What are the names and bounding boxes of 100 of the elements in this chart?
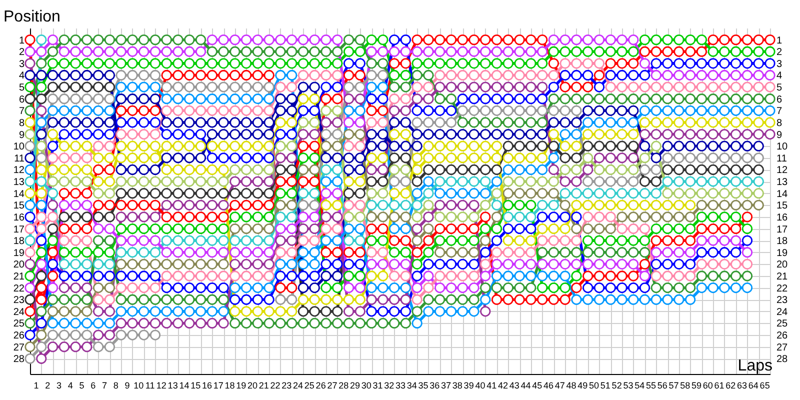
point (218, 128, 229, 140)
point (275, 235, 286, 246)
point (116, 140, 126, 152)
x-tick-label: 45 (532, 380, 542, 390)
point (298, 294, 309, 305)
x-tick-label: 51 (600, 380, 610, 390)
y2-tick-label: 7 (776, 106, 782, 118)
y2-tick-label: 8 (776, 118, 782, 129)
point (116, 164, 126, 176)
x-tick-label: 22 (270, 380, 280, 390)
point (150, 318, 161, 329)
point (93, 342, 104, 352)
point (674, 200, 684, 210)
y2-tick-label: 25 (776, 318, 788, 330)
point (195, 152, 206, 164)
y2-tick-label: 15 (776, 200, 788, 212)
point (252, 258, 263, 270)
point (286, 235, 298, 246)
point (104, 176, 115, 187)
x-tick-label: 1 (34, 380, 39, 390)
x-tick-label: 46 (543, 380, 554, 390)
point (36, 342, 47, 352)
point (354, 306, 366, 317)
y2-tick-label: 3 (776, 58, 782, 70)
point (127, 330, 138, 340)
x-tick-label: 55 (646, 380, 656, 390)
point (571, 200, 582, 210)
x-tick-label: 14 (179, 380, 190, 390)
point (206, 128, 218, 140)
point (195, 318, 206, 329)
point (605, 200, 616, 210)
point (184, 318, 195, 329)
point (264, 258, 274, 270)
x-tick-label: 41 (486, 380, 497, 390)
y2-tick-label: 20 (776, 260, 788, 271)
point (389, 140, 400, 152)
point (116, 318, 126, 329)
point (150, 330, 161, 340)
point (275, 105, 286, 116)
point (389, 294, 400, 305)
y-tick-label: 15 (13, 200, 25, 212)
x-tick-label: 11 (145, 380, 155, 390)
x-tick-label: 64 (748, 380, 758, 390)
point (264, 306, 274, 317)
x-tick-label: 32 (384, 380, 394, 390)
point (423, 140, 434, 152)
point (457, 140, 468, 152)
point (514, 235, 525, 246)
point (58, 164, 70, 176)
x-tick-label: 18 (224, 380, 235, 390)
point (36, 70, 47, 81)
point (457, 200, 468, 210)
x-tick-label: 56 (657, 380, 668, 390)
point (378, 128, 388, 140)
x-tick-label: 2 (45, 380, 50, 390)
x-tick-label: 8 (113, 380, 118, 390)
y-tick-label: 10 (13, 142, 25, 153)
point (446, 200, 457, 210)
y-tick-label: 28 (13, 354, 25, 366)
point (58, 82, 70, 92)
x-tick-label: 37 (441, 380, 452, 390)
y2-tick-label: 16 (776, 212, 788, 224)
point (502, 235, 514, 246)
point (206, 164, 218, 176)
point (400, 188, 411, 199)
point (446, 140, 457, 152)
x-tick-label: 30 (361, 380, 372, 390)
point (286, 105, 298, 116)
y-tick-label: 13 (13, 177, 25, 188)
point (82, 342, 92, 352)
x-tick-label: 40 (475, 380, 486, 390)
point (434, 200, 446, 210)
y2-tick-label: 1 (776, 35, 782, 46)
point (309, 223, 320, 234)
point (150, 140, 161, 152)
point (332, 212, 343, 222)
point (685, 200, 696, 210)
y2-tick-label: 6 (776, 94, 782, 106)
point (70, 82, 81, 92)
point (230, 258, 240, 270)
point (36, 353, 47, 364)
point (537, 223, 548, 234)
x-tick-label: 49 (578, 380, 588, 390)
y-tick-label: 6 (18, 94, 25, 106)
x-tick-label: 42 (498, 380, 508, 390)
y2-tick-label: 24 (776, 306, 788, 318)
point (332, 294, 343, 305)
point (218, 164, 229, 176)
point (639, 200, 650, 210)
x-tick-label: 57 (668, 380, 679, 390)
point (70, 330, 81, 340)
x-tick-label: 6 (90, 380, 96, 390)
y-tick-label: 26 (13, 330, 25, 342)
point (309, 82, 320, 92)
y2-tick-label: 12 (776, 165, 788, 176)
point (491, 140, 502, 152)
point (354, 152, 366, 164)
y-tick-label: 1 (18, 35, 25, 46)
y-tick-label: 23 (13, 295, 25, 306)
x-tick-label: 44 (520, 380, 531, 390)
